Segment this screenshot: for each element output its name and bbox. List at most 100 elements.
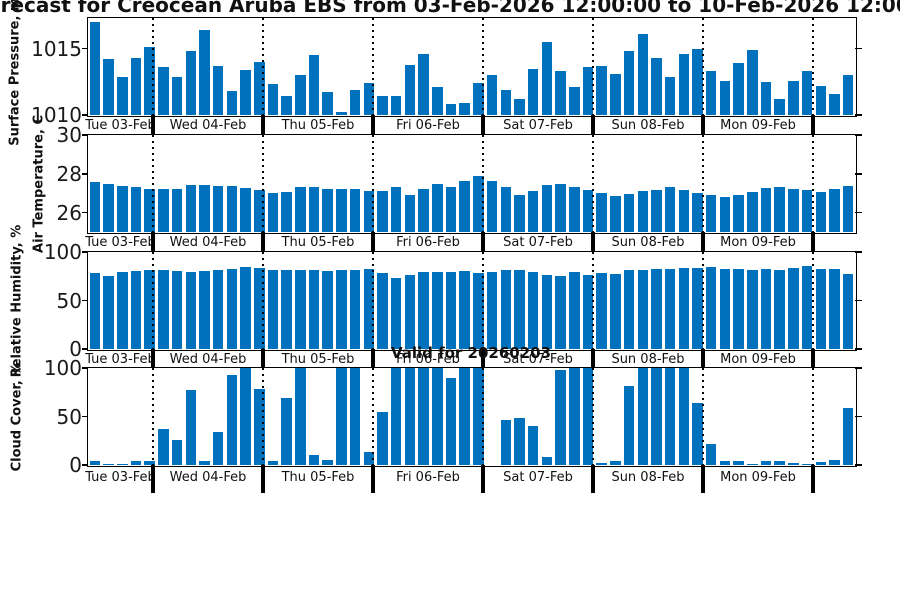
- bar: [678, 267, 689, 349]
- y-axis-label: Surface Pressure, mb: [7, 0, 23, 146]
- bar: [637, 269, 648, 349]
- day-tick: [150, 349, 156, 367]
- bar: [815, 462, 826, 465]
- bar: [705, 266, 717, 349]
- bar: [842, 407, 854, 465]
- x-tick-label: Tue 03-Feb: [85, 470, 156, 485]
- bar: [541, 41, 553, 115]
- bar: [473, 273, 484, 349]
- bar: [774, 269, 785, 349]
- bar: [514, 195, 525, 232]
- bar: [569, 272, 580, 349]
- day-tick: [590, 349, 596, 367]
- y-tick-mark: [855, 415, 862, 418]
- day-gridline: [152, 252, 154, 349]
- day-tick: [810, 115, 816, 134]
- bar: [774, 187, 785, 232]
- bar: [760, 268, 772, 349]
- day-gridline: [262, 368, 264, 465]
- x-tick-label: Fri 06-Feb: [396, 470, 460, 485]
- day-tick: [480, 349, 486, 367]
- day-tick: [260, 232, 266, 251]
- bar: [569, 368, 580, 465]
- bar: [829, 93, 840, 115]
- bar: [158, 270, 169, 349]
- bar: [390, 278, 402, 349]
- bar: [527, 68, 539, 115]
- bar: [692, 402, 703, 465]
- bar: [459, 180, 470, 232]
- bar: [842, 186, 854, 232]
- y-tick-mark: [855, 299, 862, 302]
- bar: [322, 92, 333, 115]
- bar: [569, 187, 580, 232]
- y-tick-mark: [81, 251, 88, 253]
- day-gridline: [372, 135, 374, 232]
- bar: [254, 190, 265, 232]
- bar: [664, 368, 676, 465]
- x-tick-label: Mon 09-Feb: [720, 235, 796, 250]
- day-gridline: [372, 368, 374, 465]
- day-gridline: [592, 18, 594, 115]
- plot-area-relative-humidity: [88, 252, 855, 349]
- y-tick-mark: [855, 134, 862, 136]
- bar: [418, 368, 429, 465]
- x-tick-label: Sat 07-Feb: [503, 118, 573, 133]
- y-tick-label: 100: [43, 356, 82, 380]
- plot-area-surface-pressure: [88, 18, 855, 115]
- x-tick-label: Mon 09-Feb: [720, 352, 796, 367]
- day-gridline: [812, 18, 814, 115]
- bar: [760, 81, 772, 115]
- bar: [788, 80, 799, 115]
- figure-title: Forecast for Creocean Aruba EBS from 03-…: [0, 0, 900, 17]
- day-tick: [370, 115, 376, 134]
- day-gridline: [482, 18, 484, 115]
- bar: [212, 65, 224, 115]
- bar: [240, 69, 251, 115]
- y-tick-label: 1015: [31, 36, 82, 61]
- bar: [212, 186, 224, 232]
- bar: [336, 368, 347, 465]
- bar: [569, 87, 580, 115]
- bar: [555, 369, 566, 465]
- bar: [514, 418, 525, 465]
- bar: [240, 188, 251, 232]
- day-gridline: [262, 252, 264, 349]
- y-tick-label: 0: [69, 453, 82, 477]
- y-tick-label: 1010: [31, 103, 82, 127]
- bar: [610, 274, 621, 349]
- bar: [404, 275, 416, 349]
- bar: [829, 268, 840, 349]
- bar: [199, 184, 210, 232]
- bar: [432, 87, 443, 115]
- x-tick-label: Thu 05-Feb: [281, 118, 355, 133]
- x-tick-label: Wed 04-Feb: [169, 352, 247, 367]
- x-tick-label: Fri 06-Feb: [396, 235, 460, 250]
- bar: [582, 190, 594, 232]
- bar: [514, 99, 525, 115]
- bar: [555, 71, 566, 115]
- bar: [212, 269, 224, 349]
- bar: [500, 420, 511, 465]
- bar: [719, 80, 731, 115]
- bar: [815, 85, 826, 115]
- bar: [336, 112, 347, 115]
- bar: [404, 64, 416, 115]
- bar: [308, 270, 320, 349]
- bar: [185, 272, 196, 349]
- bar: [363, 83, 374, 115]
- bar: [596, 193, 607, 232]
- bar: [788, 463, 799, 465]
- bar: [651, 268, 662, 349]
- bar: [610, 461, 621, 465]
- bar: [719, 197, 731, 232]
- x-tick-label: Fri 06-Feb: [396, 118, 460, 133]
- day-gridline: [702, 368, 704, 465]
- y-tick-mark: [81, 173, 88, 175]
- x-tick-label: Tue 03-Feb: [85, 118, 156, 133]
- bar: [295, 75, 306, 115]
- bar: [432, 368, 443, 465]
- bar: [377, 191, 388, 232]
- bar: [89, 22, 101, 115]
- day-gridline: [372, 18, 374, 115]
